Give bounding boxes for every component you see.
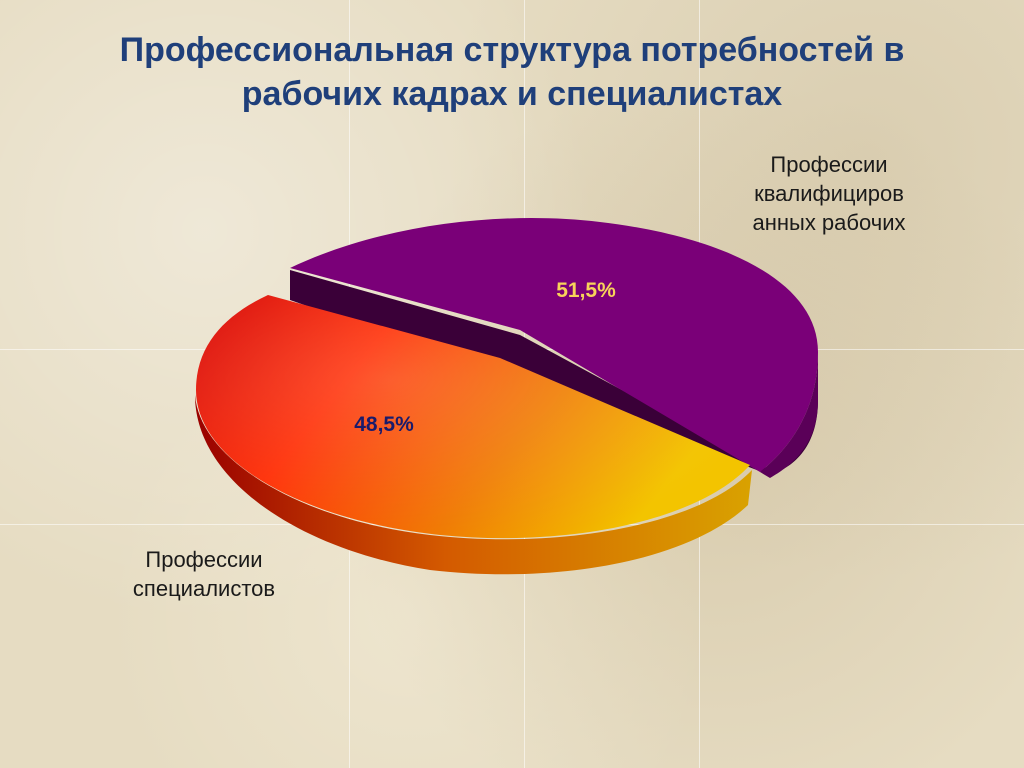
pie-label-specialists: 48,5% bbox=[354, 413, 414, 436]
legend-label-workers-line: анных рабочих bbox=[752, 210, 906, 235]
slide-title-line-2: рабочих кадрах и специалистах bbox=[241, 75, 783, 113]
pie-slice-workers-edge bbox=[760, 352, 818, 478]
pie-slice-specialists-highlight bbox=[196, 295, 750, 539]
legend-label-specialists-line: Профессии bbox=[145, 547, 263, 572]
legend-label-workers: Профессии квалифициров анных рабочих bbox=[724, 150, 934, 237]
legend-label-workers-line: квалифициров bbox=[754, 181, 904, 206]
pie-slice-workers-side bbox=[290, 270, 818, 475]
slide-title-line-1: Профессиональная структура потребностей … bbox=[119, 31, 905, 69]
slide-title: Профессиональная структура потребностей … bbox=[40, 28, 984, 116]
legend-label-specialists: Профессии специалистов bbox=[104, 545, 304, 603]
pie-slice-workers-top bbox=[290, 218, 818, 472]
pie-slice-specialists-side bbox=[195, 395, 752, 575]
legend-label-specialists-line: специалистов bbox=[132, 576, 276, 601]
legend-label-workers-line: Профессии bbox=[770, 152, 888, 177]
pie-slice-specialists bbox=[195, 295, 752, 575]
pie-label-workers: 51,5% bbox=[556, 279, 616, 302]
pie-slice-workers bbox=[290, 218, 818, 478]
